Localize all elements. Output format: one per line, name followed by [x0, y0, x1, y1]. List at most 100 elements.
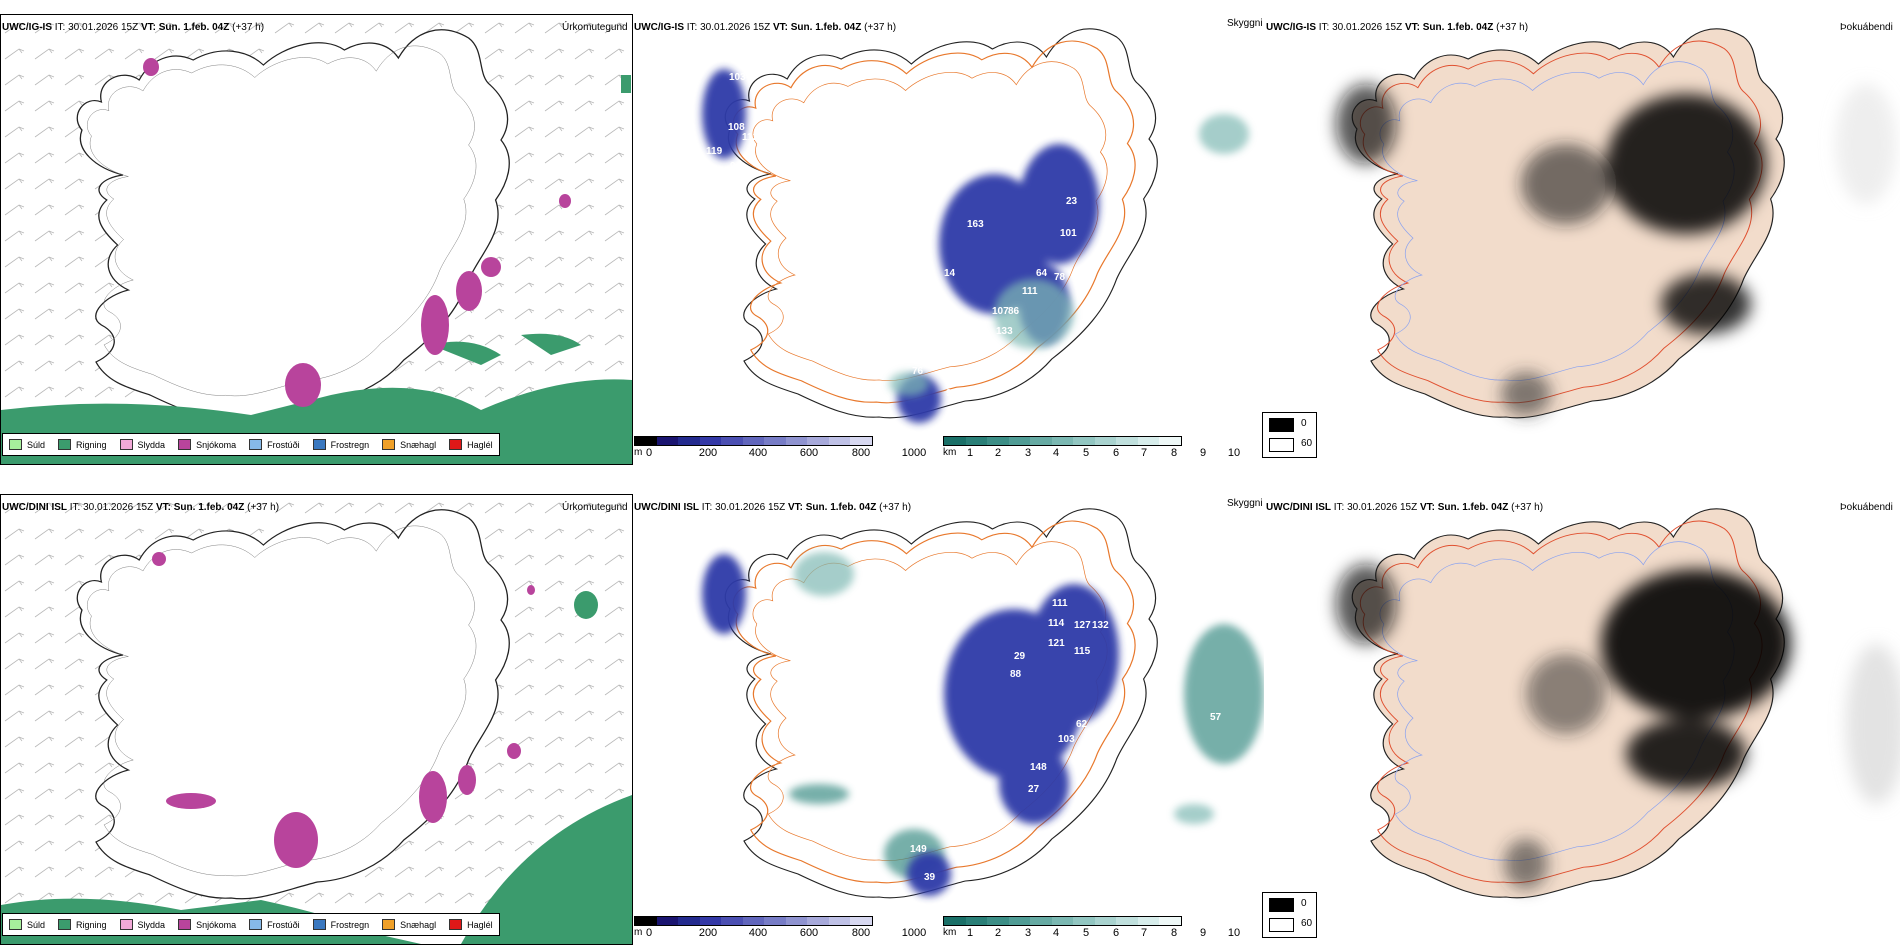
ceiling-tick: 200 — [698, 447, 718, 459]
valid-label: VT: — [1419, 502, 1435, 513]
legend-item: Súld — [9, 919, 45, 930]
ceiling-tick: 200 — [698, 927, 718, 939]
vis-label: 103 — [1058, 734, 1075, 745]
vis-label: 76 — [912, 366, 924, 377]
visibility-tick: 7 — [1140, 927, 1148, 939]
visibility-tick: 6 — [1112, 927, 1120, 939]
legend-item: Frostúði — [249, 919, 300, 930]
vis-label: 119 — [706, 146, 723, 157]
fog-swatch-60 — [1269, 438, 1294, 452]
legend-label: Frostúði — [267, 919, 300, 930]
legend-label: Súld — [27, 919, 46, 930]
fog-label: 60 — [1301, 438, 1313, 449]
fog-field-name: Þokuábendi — [1840, 502, 1893, 513]
visibility-unit: km — [943, 927, 957, 938]
ceiling-tick: 600 — [799, 447, 819, 459]
colorbar-cell — [807, 917, 829, 925]
colorbar-cell — [635, 437, 657, 445]
ceiling-tick: 1000 — [901, 447, 927, 459]
colorbar-cell — [850, 437, 872, 445]
legend-label: Slydda — [137, 439, 166, 450]
colorbar-cell — [1051, 437, 1073, 445]
colorbar-cell — [1094, 917, 1116, 925]
legend-swatch — [249, 439, 263, 450]
legend-label: Frostregn — [330, 919, 370, 930]
colorbar-cell — [1137, 437, 1159, 445]
colorbar-cell — [1008, 437, 1030, 445]
fog-label: 60 — [1301, 918, 1313, 929]
colorbar-cell — [965, 437, 987, 445]
precip-map-graphic — [1, 15, 632, 464]
colorbar-cell — [785, 437, 807, 445]
colorbar-cell — [807, 437, 829, 445]
legend-label: Snjókoma — [196, 439, 237, 450]
vis-label: 88 — [1010, 669, 1022, 680]
vis-label: 101 — [1060, 228, 1077, 239]
fog-label: 0 — [1301, 898, 1307, 909]
colorbar-cell — [1159, 437, 1181, 445]
colorbar-cell — [742, 437, 764, 445]
legend-swatch — [382, 919, 396, 930]
visibility-tick: 8 — [1170, 447, 1178, 459]
colorbar-cell — [1073, 437, 1095, 445]
legend-item: Slydda — [119, 919, 165, 930]
visibility-value-labels: 103 94 108 112 119 163 14 107 111 86 64 … — [706, 72, 1078, 399]
vis-label: 132 — [1092, 620, 1109, 631]
visibility-tick: 3 — [1024, 927, 1032, 939]
legend-swatch — [449, 439, 463, 450]
vis-label: 127 — [1074, 620, 1091, 631]
colorbar-cell — [987, 917, 1009, 925]
legend-label: Snæhagl — [400, 919, 437, 930]
colorbar-cell — [1073, 917, 1095, 925]
valid-label: VT: — [140, 22, 156, 33]
vis-label: 62 — [1076, 719, 1088, 730]
precip-field-name: Úrkomutegund — [562, 502, 628, 513]
visibility-tick: 1 — [966, 927, 974, 939]
colorbar-cell — [785, 917, 807, 925]
visibility-map-dini: 111 114 121 127 132 115 88 29 62 103 148… — [634, 494, 1264, 914]
legend-swatch — [178, 439, 192, 450]
fog-panel-title: UWC/DINI ISL IT: 30.01.2026 15Z VT: Sun.… — [1266, 502, 1543, 513]
fog-label: 0 — [1301, 418, 1307, 429]
vis-label: 57 — [1210, 712, 1222, 723]
legend-swatch — [312, 439, 326, 450]
visibility-colorbar: km 1 2 3 4 5 6 7 8 9 10 — [943, 916, 1253, 940]
visibility-tick: 2 — [994, 927, 1002, 939]
colorbar-cell — [1008, 917, 1030, 925]
vis-label: 111 — [1022, 286, 1038, 297]
ceiling-tick: 400 — [748, 447, 768, 459]
colorbar-cell — [987, 437, 1009, 445]
legend-swatch — [119, 439, 133, 450]
ceiling-color-ramp — [634, 916, 873, 926]
valid-label: VT: — [1404, 22, 1420, 33]
visibility-tick: 5 — [1082, 447, 1090, 459]
valid-time: Sun. 1.feb. 04Z — [173, 502, 245, 513]
lead-time: (+37 h) — [247, 502, 280, 513]
colorbar-cell — [1030, 437, 1052, 445]
colorbar-cell — [742, 917, 764, 925]
visibility-panel-title: UWC/IG-IS IT: 30.01.2026 15Z VT: Sun. 1.… — [634, 22, 896, 33]
colorbar-cell — [699, 917, 721, 925]
visibility-tick: 9 — [1199, 927, 1207, 939]
vis-label: 121 — [1048, 638, 1065, 649]
legend-item: Snjókoma — [178, 439, 236, 450]
vis-label: 23 — [1066, 196, 1078, 207]
fog-field-name: Þokuábendi — [1840, 22, 1893, 33]
model-name: UWC/DINI ISL — [2, 502, 67, 513]
legend-swatch — [9, 439, 22, 450]
legend-item: Frostregn — [312, 919, 370, 930]
legend-item: Snæhagl — [382, 439, 436, 450]
vis-label: 111 — [1052, 598, 1068, 609]
ceiling-tick: 600 — [799, 927, 819, 939]
init-time: IT: 30.01.2026 15Z — [69, 502, 154, 513]
ceiling-unit: m — [634, 927, 643, 938]
precip-panel-title: UWC/DINI ISL IT: 30.01.2026 15Z VT: Sun.… — [2, 502, 279, 513]
visibility-tick: 6 — [1112, 447, 1120, 459]
legend-swatch — [249, 919, 263, 930]
fog-index-legend: 0 60 — [1262, 412, 1317, 458]
visibility-tick: 9 — [1199, 447, 1207, 459]
legend-swatch — [449, 919, 463, 930]
legend-label: Rigning — [76, 919, 107, 930]
colorbar-cell — [965, 917, 987, 925]
vis-label: 94 — [730, 161, 742, 172]
